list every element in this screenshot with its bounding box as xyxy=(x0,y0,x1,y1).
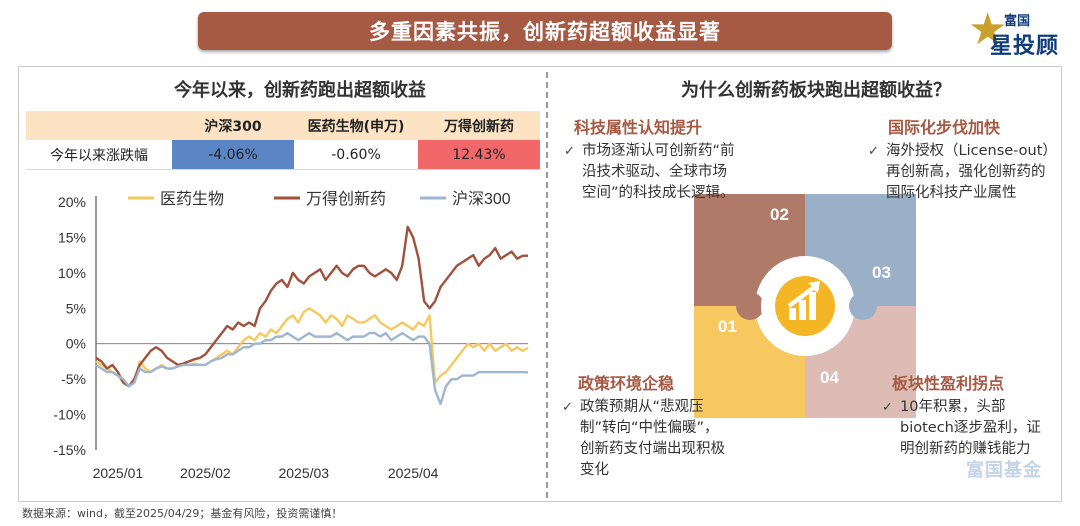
series-line-2 xyxy=(95,331,529,406)
quadrant-text-policy: ✓ 政策预期从“悲观压制”转向“中性偏暖”，创新药支付端出现积极变化 xyxy=(562,397,730,481)
table-row: 今年以来涨跌幅 -4.06% -0.60% 12.43% xyxy=(26,140,540,170)
quadrant-text-global: ✓ 海外授权（License-out）再创新高，强化创新药的国际化科技产业属性 xyxy=(868,141,1056,204)
quadrant-title-profit: 板块性盈利拐点 xyxy=(892,374,1005,393)
line-chart: 20% 15% 10% 5% 0% -5% -10% -15% 2025/01 2025/02 20… xyxy=(53,190,529,481)
y-tick-label: 0% xyxy=(66,336,86,352)
check-icon: ✓ xyxy=(882,400,893,415)
legend-label: 沪深300 xyxy=(452,190,511,208)
y-tick-label: 5% xyxy=(66,300,86,316)
puzzle-tab xyxy=(736,292,764,320)
y-tick-label: -15% xyxy=(53,442,86,458)
brand-name: 星投顾 xyxy=(990,34,1060,59)
table-header-row: 沪深300 医药生物(申万) 万得创新药 xyxy=(26,111,540,140)
series-line-1 xyxy=(95,225,529,388)
x-tick-label: 2025/02 xyxy=(180,465,231,481)
quadrant-text-tech: ✓ 市场逐渐认可创新药“前沿技术驱动、全球市场空间”的科技成长逻辑。 xyxy=(564,141,738,204)
quadrant-text: 海外授权（License-out）再创新高，强化创新药的国际化科技产业属性 xyxy=(886,143,1050,201)
puzzle-tab xyxy=(849,292,877,320)
check-icon: ✓ xyxy=(564,144,575,159)
quadrant-title-tech: 科技属性认知提升 xyxy=(574,118,703,137)
brand-top-text: 富国 xyxy=(1004,14,1031,29)
panel-divider xyxy=(546,72,548,498)
quadrant-title-policy: 政策环境企稳 xyxy=(578,374,675,393)
watermark: 富国基金 xyxy=(966,460,1042,481)
quadrant-text-profit: ✓ 10年积累，头部biotech逐步盈利，证明创新药的赚钱能力 xyxy=(882,397,1052,460)
puzzle-label-03: 03 xyxy=(872,263,891,282)
table-header-cell: 沪深300 xyxy=(172,111,294,140)
check-icon: ✓ xyxy=(562,400,573,415)
y-tick-label: 10% xyxy=(58,265,86,281)
page-title-banner: 多重因素共振，创新药超额收益显著 xyxy=(198,12,892,50)
data-source-note: 数据来源：wind，截至2025/04/29；基金有风险，投资需谨慎！ xyxy=(22,507,343,520)
legend-label: 医药生物 xyxy=(160,190,224,208)
y-tick-label: 20% xyxy=(58,194,86,210)
left-section-title: 今年以来，创新药跑出超额收益 xyxy=(174,80,426,101)
returns-table: 沪深300 医药生物(申万) 万得创新药 今年以来涨跌幅 -4.06% -0.6… xyxy=(26,111,540,170)
quadrant-title-global: 国际化步伐加快 xyxy=(888,118,1001,137)
content-panel xyxy=(18,66,1062,502)
puzzle-label-02: 02 xyxy=(770,205,789,224)
x-tick-label: 2025/03 xyxy=(278,465,329,481)
puzzle-label-04: 04 xyxy=(820,368,839,387)
star-icon: ★ xyxy=(968,4,1008,55)
brand-logo: ★ 富国 星投顾 xyxy=(968,4,1074,60)
table-header-cell: 万得创新药 xyxy=(418,111,540,140)
table-header-cell: 医药生物(申万) xyxy=(294,111,418,140)
legend-label: 万得创新药 xyxy=(306,190,386,208)
table-header-cell xyxy=(26,111,172,140)
table-cell-pharma: -0.60% xyxy=(294,140,418,170)
quadrant-text: 政策预期从“悲观压制”转向“中性偏暖”，创新药支付端出现积极变化 xyxy=(580,399,725,478)
y-tick-label: -5% xyxy=(61,371,86,387)
quadrant-text: 市场逐渐认可创新药“前沿技术驱动、全球市场空间”的科技成长逻辑。 xyxy=(582,143,735,201)
x-tick-label: 2025/01 xyxy=(93,465,144,481)
y-tick-label: 15% xyxy=(58,229,86,245)
right-section-title: 为什么创新药板块跑出超额收益？ xyxy=(681,80,951,101)
x-tick-label: 2025/04 xyxy=(388,465,439,481)
table-cell-hs300: -4.06% xyxy=(172,140,294,170)
quadrant-text: 10年积累，头部biotech逐步盈利，证明创新药的赚钱能力 xyxy=(900,399,1041,457)
table-row-label: 今年以来涨跌幅 xyxy=(26,140,172,170)
page-title: 多重因素共振，创新药超额收益显著 xyxy=(369,20,721,44)
puzzle-diagram: 02 03 01 04 xyxy=(694,194,916,418)
puzzle-label-01: 01 xyxy=(718,317,737,336)
check-icon: ✓ xyxy=(868,144,879,159)
table-cell-innovative-drug: 12.43% xyxy=(418,140,540,170)
y-tick-label: -10% xyxy=(53,407,86,423)
